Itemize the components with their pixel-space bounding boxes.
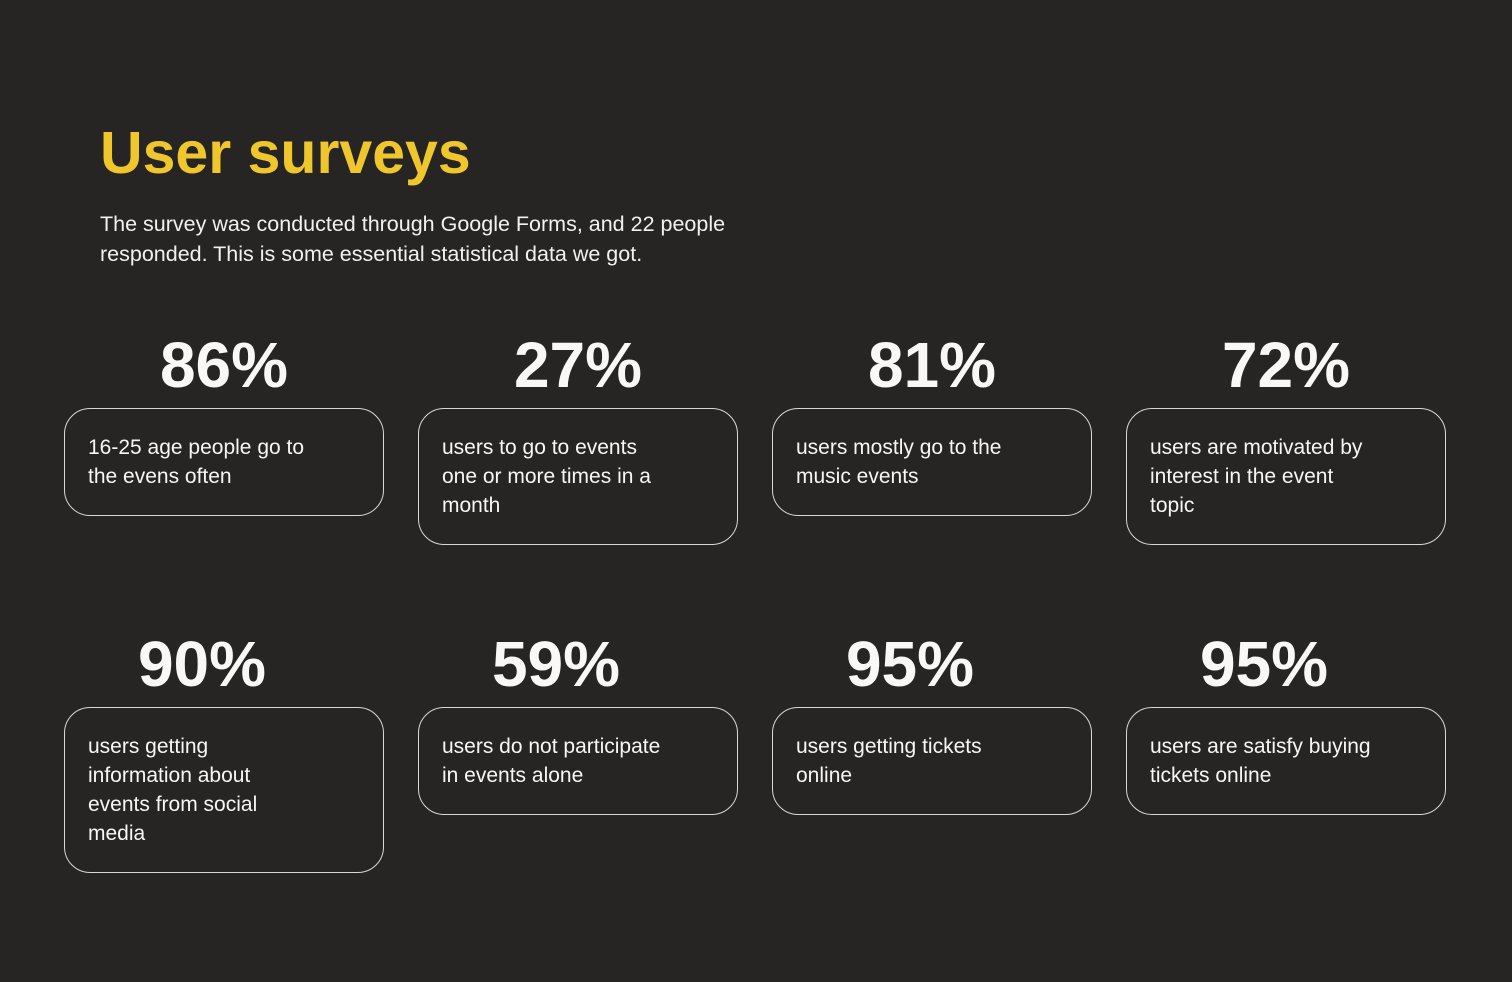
stat-card-age: 86% 16-25 age people go to the evens oft… — [64, 330, 384, 516]
stat-percent: 27% — [513, 329, 643, 401]
stat-percent: 72% — [1221, 329, 1351, 401]
stat-percent: 95% — [1199, 628, 1329, 700]
stat-label: users getting information about events f… — [88, 735, 258, 845]
stat-card-social-media: 90% users getting information about even… — [64, 629, 384, 873]
stats-grid: 86% 16-25 age people go to the evens oft… — [64, 330, 1448, 873]
stat-label: users mostly go to the music events — [796, 436, 1002, 488]
stat-label: users to go to events one or more times … — [442, 436, 651, 517]
stat-label: users getting tickets online — [796, 735, 982, 787]
stat-card-tickets-online: 95% users getting tickets online — [772, 629, 1092, 815]
stat-label: 16-25 age people go to the evens often — [88, 436, 305, 488]
stat-label-box: users mostly go to the music events — [772, 408, 1092, 516]
stat-card-motivation: 72% users are motivated by interest in t… — [1126, 330, 1446, 545]
stat-percent: 81% — [867, 329, 997, 401]
stat-label-box: users getting information about events f… — [64, 707, 384, 873]
stat-label-box: 16-25 age people go to the evens often — [64, 408, 384, 516]
stat-label-box: users to go to events one or more times … — [418, 408, 738, 545]
page-subtitle: The survey was conducted through Google … — [100, 212, 726, 266]
stat-percent: 90% — [137, 628, 267, 700]
stat-label-box: users do not participate in events alone — [418, 707, 738, 815]
stat-percent: 95% — [845, 628, 975, 700]
stat-card-satisfaction: 95% users are satisfy buying tickets onl… — [1126, 629, 1446, 815]
stat-label-box: users getting tickets online — [772, 707, 1092, 815]
stat-label: users do not participate in events alone — [442, 735, 661, 787]
stat-card-music-events: 81% users mostly go to the music events — [772, 330, 1092, 516]
stat-card-not-alone: 59% users do not participate in events a… — [418, 629, 738, 815]
stat-percent: 59% — [491, 628, 621, 700]
stat-percent: 86% — [159, 329, 289, 401]
page-title: User surveys — [100, 120, 471, 186]
stat-label-box: users are satisfy buying tickets online — [1126, 707, 1446, 815]
stat-label-box: users are motivated by interest in the e… — [1126, 408, 1446, 545]
stat-card-frequency: 27% users to go to events one or more ti… — [418, 330, 738, 545]
stat-label: users are motivated by interest in the e… — [1150, 436, 1363, 517]
stat-label: users are satisfy buying tickets online — [1150, 735, 1371, 787]
